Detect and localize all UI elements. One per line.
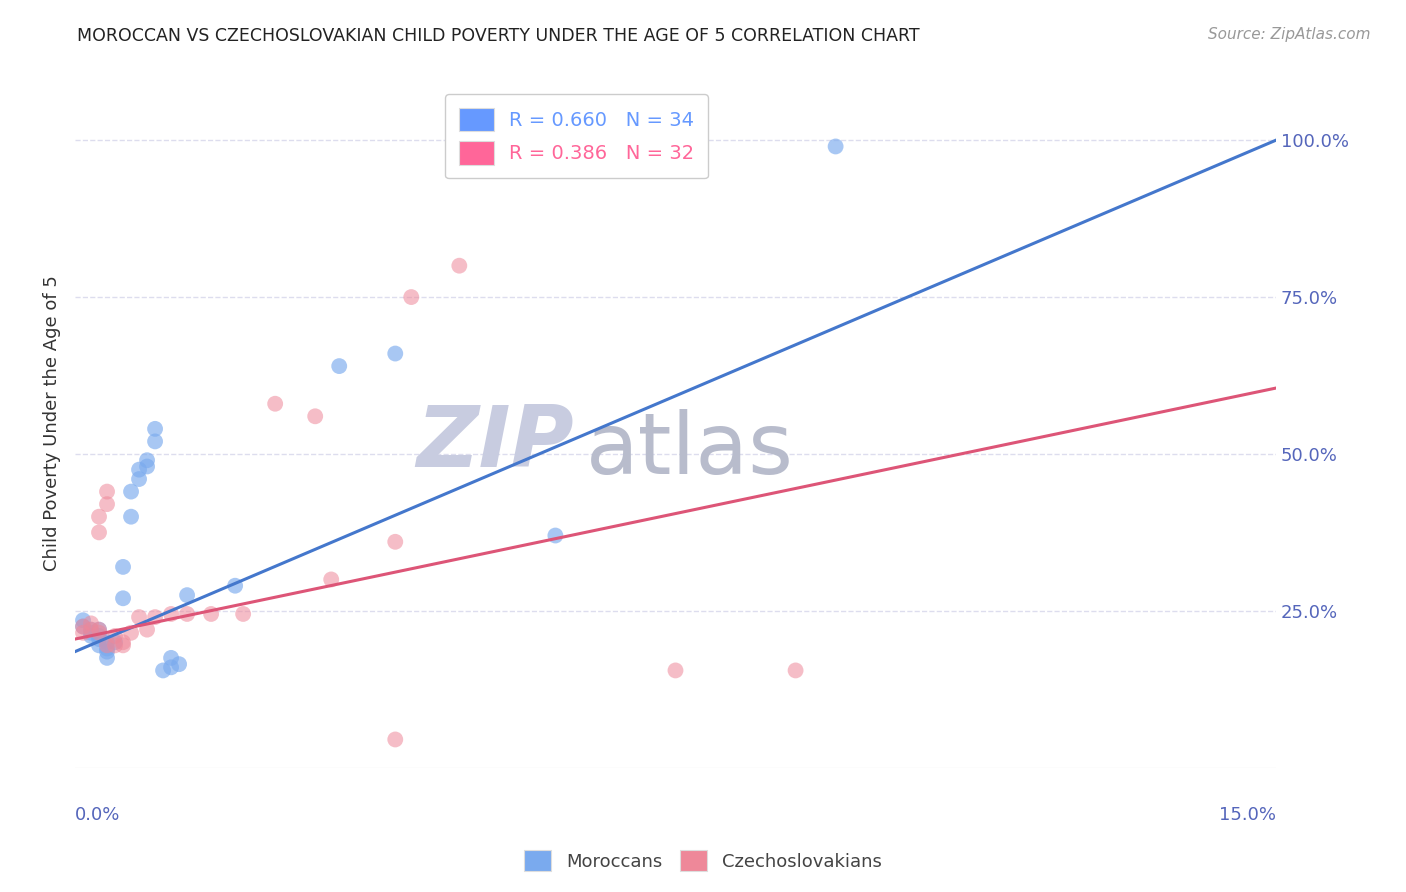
Point xyxy=(72,625,94,640)
Point xyxy=(384,346,406,360)
Point xyxy=(80,629,103,643)
Point xyxy=(304,409,326,424)
Point xyxy=(160,651,183,665)
Point xyxy=(104,638,127,652)
Point xyxy=(384,534,406,549)
Point xyxy=(96,497,118,511)
Point xyxy=(80,623,103,637)
Point xyxy=(96,638,118,652)
Point xyxy=(104,629,127,643)
Point xyxy=(176,588,198,602)
Point xyxy=(544,528,567,542)
Point xyxy=(72,619,94,633)
Point xyxy=(664,664,686,678)
Point xyxy=(143,610,166,624)
Point xyxy=(87,638,110,652)
Point xyxy=(152,664,174,678)
Point xyxy=(128,610,150,624)
Point xyxy=(128,462,150,476)
Point xyxy=(136,623,159,637)
Point xyxy=(160,607,183,621)
Point xyxy=(176,607,198,621)
Point xyxy=(96,484,118,499)
Point xyxy=(167,657,190,672)
Point xyxy=(96,651,118,665)
Point xyxy=(120,509,142,524)
Point xyxy=(87,525,110,540)
Point xyxy=(128,472,150,486)
Text: Source: ZipAtlas.com: Source: ZipAtlas.com xyxy=(1208,27,1371,42)
Y-axis label: Child Poverty Under the Age of 5: Child Poverty Under the Age of 5 xyxy=(44,275,60,571)
Point xyxy=(112,635,135,649)
Point xyxy=(160,660,183,674)
Point xyxy=(96,641,118,656)
Point xyxy=(87,509,110,524)
Point xyxy=(96,635,118,649)
Point xyxy=(87,625,110,640)
Point xyxy=(72,613,94,627)
Text: 15.0%: 15.0% xyxy=(1219,805,1277,823)
Point xyxy=(87,623,110,637)
Point xyxy=(384,732,406,747)
Point xyxy=(80,623,103,637)
Point xyxy=(72,619,94,633)
Text: MOROCCAN VS CZECHOSLOVAKIAN CHILD POVERTY UNDER THE AGE OF 5 CORRELATION CHART: MOROCCAN VS CZECHOSLOVAKIAN CHILD POVERT… xyxy=(77,27,920,45)
Point xyxy=(321,573,343,587)
Point xyxy=(401,290,423,304)
Point xyxy=(87,623,110,637)
Point xyxy=(200,607,222,621)
Point xyxy=(112,560,135,574)
Point xyxy=(120,625,142,640)
Point xyxy=(87,632,110,646)
Point xyxy=(104,635,127,649)
Point xyxy=(112,638,135,652)
Point xyxy=(143,434,166,449)
Point xyxy=(80,616,103,631)
Point xyxy=(112,591,135,606)
Point xyxy=(785,664,807,678)
Point xyxy=(143,422,166,436)
Legend: R = 0.660   N = 34, R = 0.386   N = 32: R = 0.660 N = 34, R = 0.386 N = 32 xyxy=(446,94,707,178)
Point xyxy=(328,359,350,373)
Text: ZIP: ZIP xyxy=(416,401,574,484)
Point xyxy=(264,397,287,411)
Point xyxy=(96,645,118,659)
Point xyxy=(87,629,110,643)
Point xyxy=(136,459,159,474)
Point xyxy=(224,579,246,593)
Point xyxy=(136,453,159,467)
Point xyxy=(824,139,846,153)
Point xyxy=(449,259,471,273)
Point xyxy=(80,625,103,640)
Legend: Moroccans, Czechoslovakians: Moroccans, Czechoslovakians xyxy=(517,843,889,879)
Text: atlas: atlas xyxy=(585,409,793,491)
Text: 0.0%: 0.0% xyxy=(75,805,121,823)
Point xyxy=(120,484,142,499)
Point xyxy=(232,607,254,621)
